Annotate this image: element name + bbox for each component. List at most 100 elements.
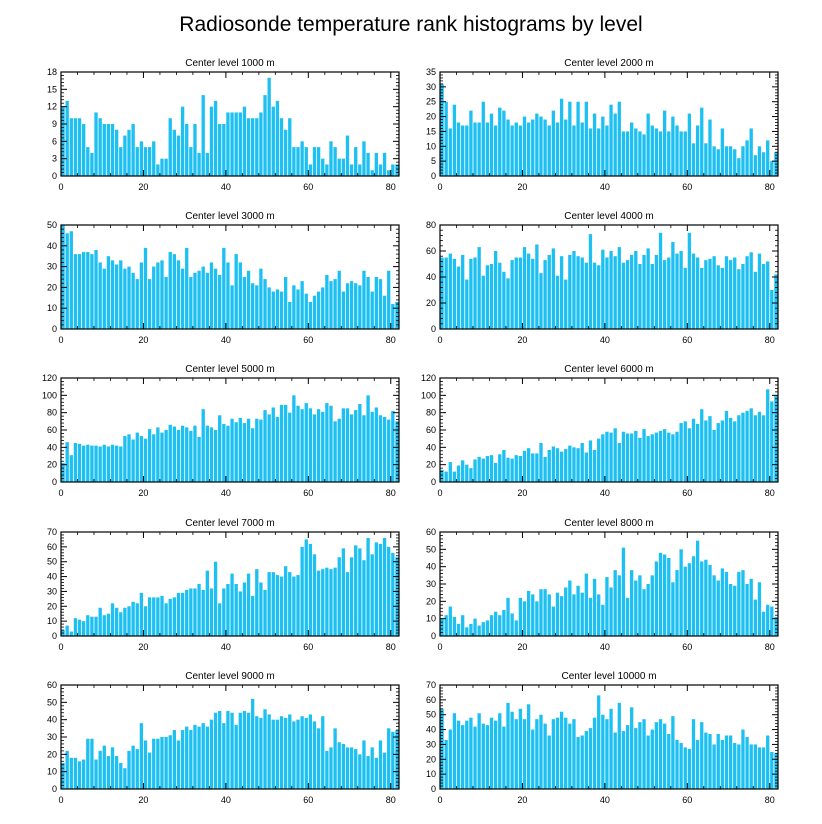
histogram-bar — [267, 714, 271, 789]
y-tick-label: 30 — [426, 739, 436, 749]
histogram-bar — [502, 110, 506, 176]
histogram-bar — [176, 592, 181, 636]
histogram-bar — [576, 448, 580, 482]
histogram-bar — [349, 164, 354, 176]
histogram-bar — [728, 735, 733, 789]
histogram-bar — [654, 254, 659, 329]
histogram-bar — [452, 713, 457, 789]
y-tick-label: 40 — [47, 442, 57, 452]
histogram-bar — [304, 147, 308, 176]
histogram-bar — [667, 432, 671, 482]
histogram-bar — [580, 122, 584, 176]
histogram-bar — [77, 443, 82, 482]
histogram-bar — [733, 149, 737, 176]
histogram-bar — [164, 737, 168, 789]
histogram-bar — [601, 249, 605, 329]
histogram-bar — [267, 287, 271, 329]
histogram-bar — [568, 723, 572, 789]
histogram-bar — [477, 122, 481, 176]
histogram-bar — [448, 253, 452, 329]
histogram-bar — [658, 719, 663, 789]
histogram-bar — [65, 100, 69, 176]
histogram-bar — [617, 702, 621, 789]
histogram-bar — [218, 711, 222, 789]
y-tick-label: 35 — [426, 67, 436, 77]
histogram-bar — [498, 107, 502, 176]
histogram-bar — [395, 164, 399, 176]
y-tick-label: 10 — [47, 616, 57, 626]
histogram-bar — [535, 244, 539, 329]
histogram-bar — [259, 582, 263, 636]
histogram-bar — [168, 118, 172, 176]
y-tick-label: 0 — [431, 171, 436, 181]
histogram-bar — [547, 254, 551, 329]
histogram-bar — [522, 719, 527, 789]
histogram-bar — [493, 611, 498, 636]
histogram-bar — [123, 607, 127, 636]
histogram-bar — [238, 417, 242, 482]
histogram-bar — [119, 260, 123, 329]
histogram-bar — [114, 264, 119, 329]
histogram-bar — [366, 537, 370, 636]
histogram-bar — [292, 285, 296, 329]
histogram-bar — [325, 164, 329, 176]
histogram-bar — [753, 271, 757, 329]
y-tick-label: 6 — [52, 136, 57, 146]
histogram-bar — [180, 592, 185, 636]
histogram-bar — [345, 135, 350, 176]
histogram-bar — [469, 623, 473, 636]
histogram-bar — [114, 756, 119, 789]
histogram-bar — [630, 254, 634, 329]
histogram-bar — [102, 268, 106, 329]
y-tick-label: 100 — [42, 390, 57, 400]
histogram-bar — [518, 125, 523, 176]
histogram-bar — [354, 545, 358, 636]
histogram-bar — [382, 537, 387, 636]
histogram-bar — [601, 116, 605, 176]
histogram-bar — [139, 141, 144, 176]
histogram-bar — [700, 409, 704, 482]
histogram-bar — [564, 119, 568, 176]
histogram-bar — [333, 421, 337, 482]
x-tick-label: 80 — [765, 335, 775, 345]
histogram-bar — [741, 264, 745, 329]
x-tick-label: 80 — [765, 642, 775, 652]
histogram-bar — [333, 279, 337, 329]
histogram-bar — [73, 118, 78, 176]
histogram-bar — [300, 716, 304, 789]
histogram-bar — [205, 272, 209, 329]
histogram-bar — [197, 270, 201, 329]
histogram-bar — [358, 404, 362, 482]
histogram-bar — [551, 248, 556, 329]
histogram-bar — [761, 415, 766, 482]
histogram-bar — [700, 107, 704, 176]
histogram-bar — [77, 761, 82, 789]
histogram-bar — [378, 543, 383, 636]
histogram-bar — [695, 257, 700, 329]
histogram-bar — [123, 768, 127, 789]
histogram-bar — [185, 247, 189, 329]
x-tick-label: 60 — [303, 335, 313, 345]
histogram-bar — [597, 265, 601, 329]
histogram-bar — [263, 589, 267, 636]
histogram-bar — [387, 419, 391, 482]
histogram-bar — [597, 594, 601, 636]
histogram-bar — [304, 717, 308, 789]
histogram-bar — [180, 268, 185, 329]
histogram-bar — [514, 620, 518, 636]
histogram-bar — [222, 124, 226, 176]
histogram-bar — [766, 261, 770, 329]
histogram-bar — [728, 417, 733, 482]
x-tick-label: 60 — [682, 182, 692, 192]
histogram-bar — [473, 122, 477, 176]
histogram-bar — [687, 113, 692, 176]
histogram-bar — [189, 147, 193, 176]
histogram-bar — [255, 569, 259, 636]
histogram-bar — [164, 277, 168, 329]
histogram-bar — [255, 118, 259, 176]
histogram-bar — [493, 462, 498, 482]
histogram-bar — [143, 606, 148, 636]
y-tick-label: 40 — [426, 562, 436, 572]
histogram-bar — [378, 164, 383, 176]
